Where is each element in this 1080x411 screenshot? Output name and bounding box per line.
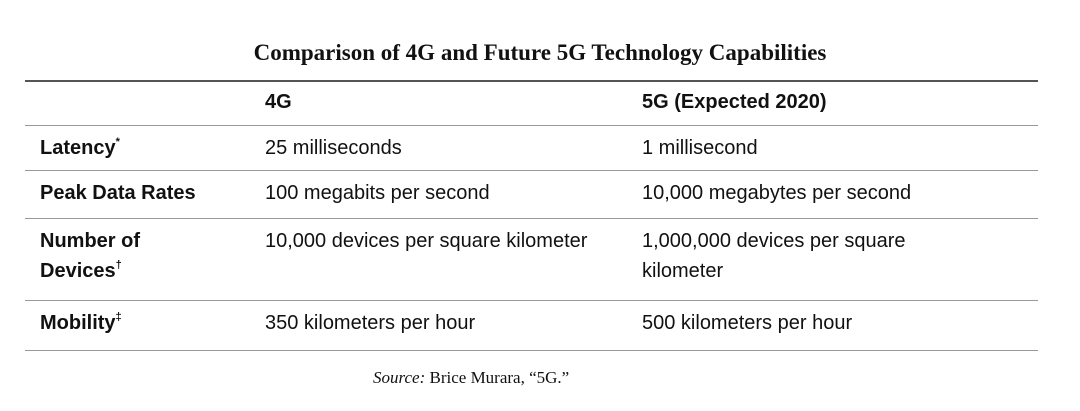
footnote-mark: † bbox=[115, 259, 122, 271]
row-label-text: Peak Data Rates bbox=[40, 182, 196, 204]
row-rule bbox=[25, 80, 1038, 82]
row-label-text: Latency bbox=[40, 137, 116, 159]
source-text: Brice Murara, “5G.” bbox=[429, 368, 570, 387]
row-label: Mobility‡ bbox=[40, 308, 208, 338]
row-label-text: Mobility bbox=[40, 312, 116, 334]
column-header: 5G (Expected 2020) bbox=[642, 91, 827, 113]
table-title: Comparison of 4G and Future 5G Technolog… bbox=[253, 40, 827, 65]
footnote-mark: * bbox=[115, 136, 120, 148]
column-header: 4G bbox=[265, 91, 292, 113]
table-cell: 10,000 devices per square kilometer bbox=[265, 230, 588, 252]
row-rule bbox=[25, 125, 1038, 126]
table-cell: 100 megabits per second bbox=[265, 182, 490, 204]
source-note: Source: Brice Murara, “5G.” bbox=[373, 368, 569, 388]
table-cell: 10,000 megabytes per second bbox=[642, 182, 912, 204]
footnote-mark: ‡ bbox=[115, 311, 122, 323]
row-rule bbox=[25, 218, 1038, 219]
row-rule bbox=[25, 300, 1038, 301]
table-cell: 25 milliseconds bbox=[265, 137, 402, 159]
source-prefix: Source: bbox=[373, 368, 426, 387]
table-cell: 500 kilometers per hour bbox=[642, 312, 853, 334]
row-rule bbox=[25, 170, 1038, 171]
row-rule bbox=[25, 350, 1038, 351]
row-label: Peak Data Rates bbox=[40, 178, 208, 208]
row-label: Latency* bbox=[40, 133, 208, 163]
row-label-text: Number of Devices bbox=[40, 230, 140, 282]
table-cell: 350 kilometers per hour bbox=[265, 312, 476, 334]
table-cell: 1,000,000 devices per square kilometer bbox=[642, 230, 906, 282]
row-label: Number of Devices† bbox=[40, 226, 208, 286]
table-cell: 1 millisecond bbox=[642, 137, 758, 159]
